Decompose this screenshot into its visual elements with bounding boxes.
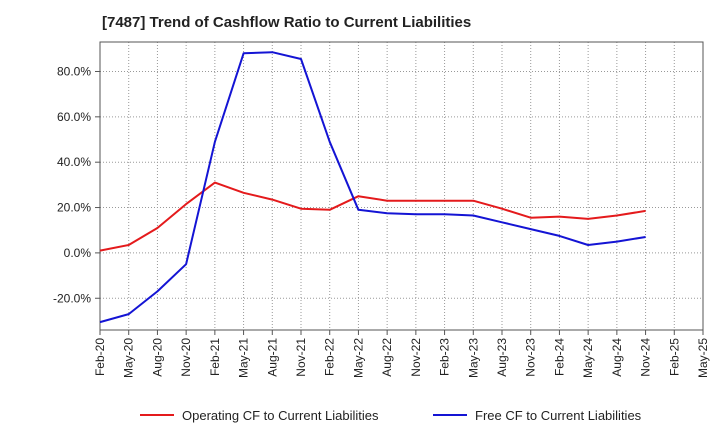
y-axis: -20.0% 0.0% 20.0% 40.0% 60.0% 80.0% (53, 64, 100, 305)
x-tick-label: Aug-20 (150, 338, 164, 377)
chart-title: [7487] Trend of Cashflow Ratio to Curren… (102, 14, 472, 31)
legend: Operating CF to Current Liabilities Free… (0, 404, 720, 426)
x-tick-label: Nov-23 (524, 338, 538, 377)
series-line-operating-cf (99, 181, 646, 252)
x-tick-label: May-23 (466, 338, 480, 378)
x-tick-label: May-22 (351, 338, 365, 378)
series-lines (99, 51, 646, 324)
x-tick-label: Nov-20 (179, 338, 193, 377)
y-tick-label: -20.0% (53, 291, 91, 305)
legend-label-operating-cf: Operating CF to Current Liabilities (182, 407, 379, 423)
plot-area (99, 41, 704, 331)
y-tick-label: 20.0% (57, 201, 91, 215)
x-tick-label: Feb-21 (208, 338, 222, 376)
x-tick-label: Aug-21 (265, 338, 279, 377)
legend-swatch-free-cf (433, 414, 467, 416)
x-tick-label: Nov-22 (409, 338, 423, 377)
x-tick-label: Aug-24 (610, 338, 624, 377)
x-tick-label: Feb-22 (323, 338, 337, 376)
x-tick-label: May-24 (581, 338, 595, 378)
x-tick-label: Nov-24 (639, 338, 653, 377)
legend-item-operating-cf: Operating CF to Current Liabilities (140, 404, 379, 426)
x-tick-label: May-25 (696, 338, 710, 378)
x-tick-label: Aug-22 (380, 338, 394, 377)
legend-swatch-operating-cf (140, 414, 174, 416)
x-tick-label: May-20 (122, 338, 136, 378)
y-tick-label: 40.0% (57, 155, 91, 169)
x-tick-label: Aug-23 (495, 338, 509, 377)
grid (100, 42, 703, 330)
x-tick-label: Feb-25 (667, 338, 681, 376)
legend-item-free-cf: Free CF to Current Liabilities (433, 404, 641, 426)
y-tick-label: 80.0% (57, 64, 91, 78)
x-tick-label: Nov-21 (294, 338, 308, 377)
y-tick-label: 60.0% (57, 110, 91, 124)
legend-label-free-cf: Free CF to Current Liabilities (475, 407, 642, 423)
x-tick-label: Feb-20 (93, 338, 107, 376)
x-tick-label: Feb-24 (552, 338, 566, 376)
y-tick-label: 0.0% (64, 246, 92, 260)
x-tick-label: Feb-23 (438, 338, 452, 376)
x-tick-label: May-21 (237, 338, 251, 378)
series-line-free-cf (99, 51, 646, 324)
x-axis: Feb-20 May-20 Aug-20 Nov-20 Feb-21 May-21 Aug-… (93, 330, 710, 378)
